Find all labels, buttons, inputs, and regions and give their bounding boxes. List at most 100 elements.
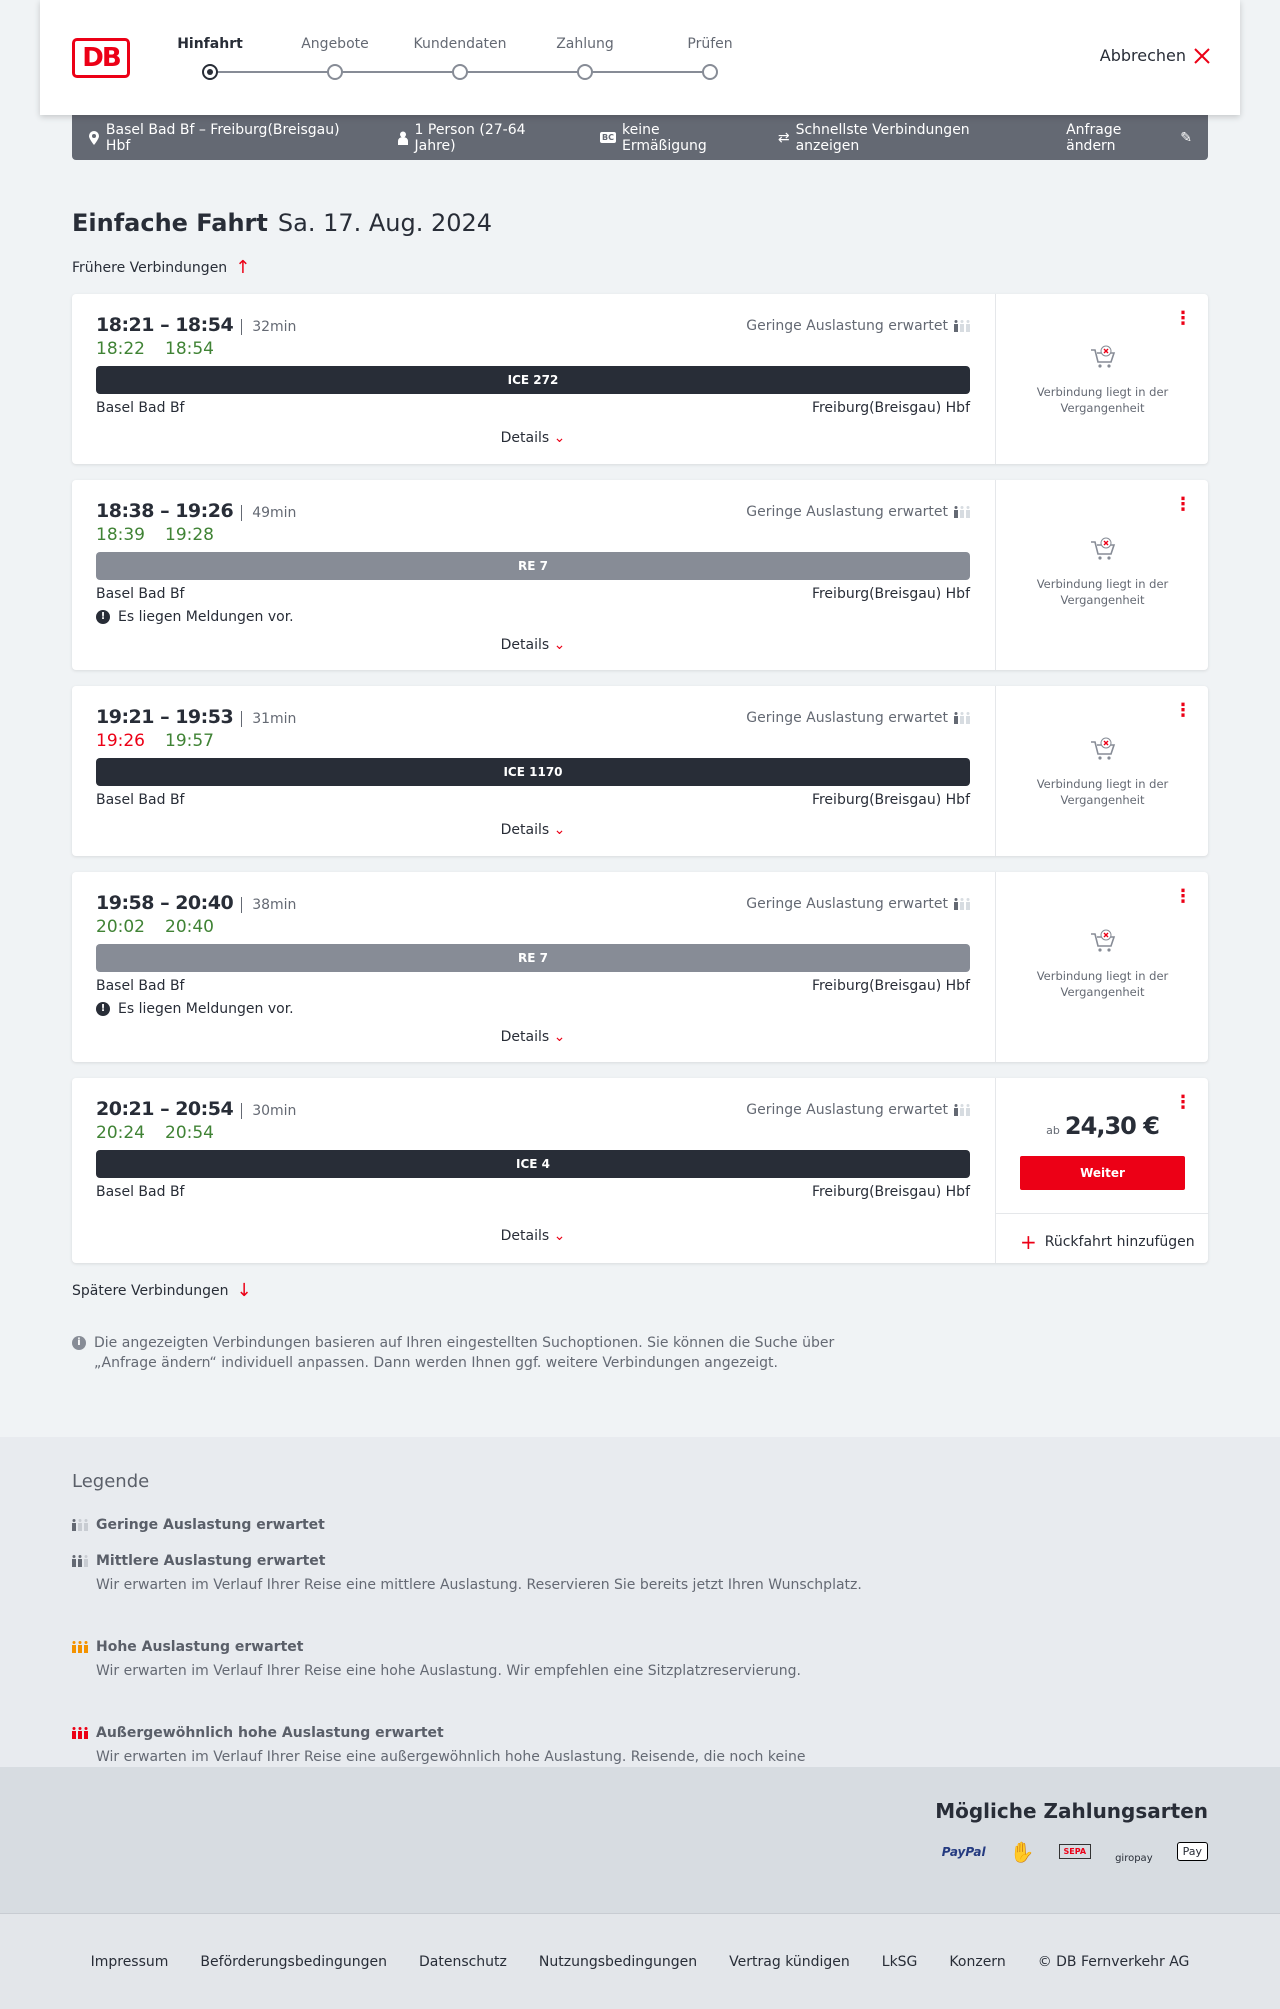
discount-text: keine Ermäßigung bbox=[621, 121, 707, 154]
train-bar[interactable]: RE 7 bbox=[96, 552, 970, 580]
step-indicator bbox=[202, 64, 218, 80]
connection-card[interactable]: 19:58 – 20:40 38min 20:02 20:40 Geringe Au… bbox=[72, 872, 1208, 1062]
footer-link[interactable]: Datenschutz bbox=[418, 1953, 507, 1970]
db-logo[interactable]: DB bbox=[72, 38, 130, 78]
arrow-down-icon: ↓ bbox=[236, 1280, 252, 1301]
price-value: 24,30 € bbox=[1064, 1112, 1160, 1140]
arrival-station: Freiburg(Breisgau) Hbf bbox=[811, 400, 970, 416]
chevron-down-icon: ⌄ bbox=[553, 637, 566, 653]
legend-item: Hohe Auslastung erwartet Wir erwarten im … bbox=[72, 1639, 872, 1681]
route[interactable]: Basel Bad Bf – Freiburg(Breisgau) Hbf bbox=[88, 122, 367, 154]
load-low-icon bbox=[954, 898, 970, 910]
arrival-station: Freiburg(Breisgau) Hbf bbox=[811, 978, 970, 994]
realtime-departure: 19:26 bbox=[96, 731, 145, 751]
footer-link[interactable]: Vertrag kündigen bbox=[729, 1953, 850, 1970]
continue-button[interactable]: Weiter bbox=[1020, 1156, 1185, 1190]
past-connection-note: Verbindung liegt in der Vergangenheit bbox=[1036, 777, 1169, 807]
realtime-arrival: 20:40 bbox=[165, 917, 214, 937]
realtime-departure: 18:39 bbox=[96, 525, 145, 545]
search-option[interactable]: ⇄ Schnellste Verbindungen anzeigen bbox=[778, 122, 1036, 154]
load-low-icon bbox=[72, 1519, 88, 1531]
details-toggle[interactable]: Details ⌄ bbox=[96, 637, 970, 653]
occupancy-text: Geringe Auslastung erwartet bbox=[746, 504, 948, 520]
occupancy: Geringe Auslastung erwartet bbox=[746, 318, 970, 334]
details-toggle[interactable]: Details ⌄ bbox=[96, 430, 970, 446]
step-2: Kundendaten bbox=[413, 36, 507, 52]
edit-request-button[interactable]: Anfrage ändern ✎ bbox=[1066, 122, 1192, 154]
step-indicator bbox=[452, 64, 468, 80]
legend-item-title: Mittlere Auslastung erwartet bbox=[96, 1553, 326, 1569]
disruption-message[interactable]: ! Es liegen Meldungen vor. bbox=[96, 1001, 294, 1017]
details-label: Details bbox=[500, 1228, 550, 1244]
sepa-icon: SEPA bbox=[1058, 1844, 1092, 1859]
discount[interactable]: BC keine Ermäßigung bbox=[600, 122, 748, 154]
price: ab 24,30 € bbox=[996, 1112, 1209, 1140]
more-options-icon[interactable]: ⋮ bbox=[1174, 1092, 1192, 1113]
more-options-icon[interactable]: ⋮ bbox=[1174, 700, 1192, 721]
more-options-icon[interactable]: ⋮ bbox=[1174, 308, 1192, 329]
connection-card[interactable]: 18:38 – 19:26 49min 18:39 19:28 Geringe Au… bbox=[72, 480, 1208, 670]
details-toggle[interactable]: Details ⌄ bbox=[96, 1228, 970, 1244]
disruption-message[interactable]: ! Es liegen Meldungen vor. bbox=[96, 609, 294, 625]
connection-card[interactable]: 19:21 – 19:53 31min 19:26 19:57 Geringe Au… bbox=[72, 686, 1208, 856]
cancel-button[interactable]: Abbrechen bbox=[1100, 46, 1210, 65]
footer-link[interactable]: Beförderungsbedingungen bbox=[200, 1953, 387, 1970]
close-icon bbox=[1194, 47, 1210, 64]
booking-header: DB Hinfahrt Angebote Kundendaten Zahlung Prü… bbox=[40, 0, 1240, 115]
duration: 49min bbox=[241, 505, 297, 521]
departure-station: Basel Bad Bf bbox=[96, 586, 185, 602]
details-toggle[interactable]: Details ⌄ bbox=[96, 822, 970, 838]
occupancy: Geringe Auslastung erwartet bbox=[746, 504, 970, 520]
times-text: 20:21 – 20:54 bbox=[96, 1098, 234, 1120]
footer-link[interactable]: Nutzungsbedingungen bbox=[538, 1953, 698, 1970]
realtime-times: 19:26 19:57 bbox=[96, 731, 234, 751]
times-text: 18:38 – 19:26 bbox=[96, 500, 234, 522]
duration: 30min bbox=[241, 1103, 297, 1119]
credit-card-icon: ✋ bbox=[1009, 1839, 1035, 1864]
footer-link[interactable]: LkSG bbox=[881, 1953, 918, 1970]
occupancy: Geringe Auslastung erwartet bbox=[746, 1102, 970, 1118]
payment-section: Mögliche Zahlungsarten PayPal ✋ SEPA gir… bbox=[0, 1767, 1280, 1913]
connection-card[interactable]: 20:21 – 20:54 30min 20:24 20:54 Geringe Au… bbox=[72, 1078, 1209, 1263]
passengers[interactable]: 1 Person (27-64 Jahre) bbox=[397, 122, 570, 154]
footer-link[interactable]: Konzern bbox=[949, 1953, 1006, 1970]
train-bar[interactable]: ICE 1170 bbox=[96, 758, 970, 786]
message-text: Es liegen Meldungen vor. bbox=[118, 1001, 294, 1017]
details-toggle[interactable]: Details ⌄ bbox=[96, 1029, 970, 1045]
add-return-button[interactable]: + Rückfahrt hinzufügen bbox=[1020, 1230, 1195, 1254]
occupancy: Geringe Auslastung erwartet bbox=[746, 896, 970, 912]
details-label: Details bbox=[500, 430, 550, 446]
later-label: Spätere Verbindungen bbox=[72, 1282, 229, 1299]
person-icon bbox=[397, 131, 408, 145]
connection-card[interactable]: 18:21 – 18:54 32min 18:22 18:54 Geringe Au… bbox=[72, 294, 1208, 464]
payment-title: Mögliche Zahlungsarten bbox=[935, 1799, 1208, 1823]
times-text: 18:21 – 18:54 bbox=[96, 314, 234, 336]
legend-item-description: Wir erwarten im Verlauf Ihrer Reise eine… bbox=[96, 1663, 801, 1679]
occupancy-text: Geringe Auslastung erwartet bbox=[746, 1102, 948, 1118]
apple-pay-logo: Pay bbox=[1176, 1842, 1208, 1861]
load-extreme-icon bbox=[72, 1727, 88, 1739]
more-options-icon[interactable]: ⋮ bbox=[1174, 494, 1192, 515]
offer-panel: ⋮ ab 24,30 € Weiter + Rückfahrt hinzufüge… bbox=[995, 1078, 1209, 1263]
alert-icon: ! bbox=[96, 610, 110, 624]
train-bar[interactable]: RE 7 bbox=[96, 944, 970, 972]
search-summary-bar: Basel Bad Bf – Freiburg(Breisgau) Hbf 1 … bbox=[72, 115, 1208, 160]
train-bar[interactable]: ICE 272 bbox=[96, 366, 970, 394]
earlier-connections-link[interactable]: Frühere Verbindungen ↑ bbox=[72, 257, 250, 278]
departure-station: Basel Bad Bf bbox=[96, 978, 185, 994]
step-0: Hinfahrt bbox=[177, 36, 243, 52]
details-label: Details bbox=[500, 1029, 550, 1045]
later-connections-link[interactable]: Spätere Verbindungen ↓ bbox=[72, 1280, 252, 1301]
more-options-icon[interactable]: ⋮ bbox=[1174, 886, 1192, 907]
footer: Impressum Beförderungsbedingungen Datensch… bbox=[0, 1913, 1280, 2009]
times-text: 19:58 – 20:40 bbox=[96, 892, 234, 914]
legend-section: Legende Geringe Auslastung erwartet Mittl… bbox=[0, 1437, 1280, 1785]
footer-link[interactable]: Impressum bbox=[90, 1953, 169, 1970]
train-bar[interactable]: ICE 4 bbox=[96, 1150, 970, 1178]
duration: 32min bbox=[241, 319, 297, 335]
trip-type: Einfache Fahrt bbox=[72, 209, 268, 237]
realtime-departure: 20:24 bbox=[96, 1123, 145, 1143]
realtime-arrival: 19:57 bbox=[165, 731, 214, 751]
footer-link[interactable]: © DB Fernverkehr AG bbox=[1037, 1953, 1190, 1970]
departure-station: Basel Bad Bf bbox=[96, 400, 185, 416]
